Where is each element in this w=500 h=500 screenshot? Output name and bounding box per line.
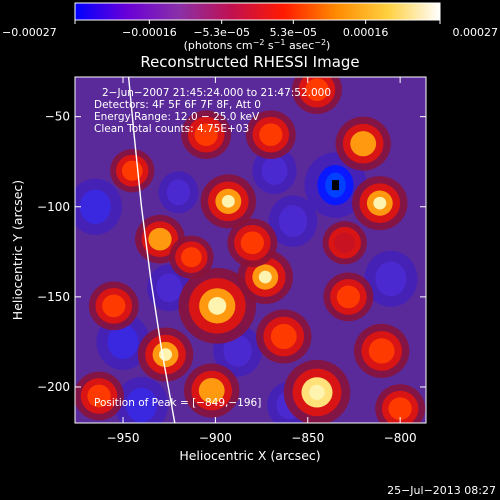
y-tick-label: −150 xyxy=(37,290,70,304)
plot-frame xyxy=(74,76,427,424)
y-tick-label: −200 xyxy=(37,380,70,394)
absorption-core xyxy=(79,189,111,225)
y-axis-label: Heliocentric Y (arcsec) xyxy=(10,180,25,320)
emission-core xyxy=(102,294,126,318)
x-tick-label: −950 xyxy=(107,431,140,445)
emission-core xyxy=(336,285,361,309)
colorbar-tick-label: −0.00016 xyxy=(122,26,177,39)
emission-core xyxy=(259,123,283,147)
emission-core xyxy=(87,384,111,408)
emission-peak xyxy=(208,297,227,315)
x-tick-label: −800 xyxy=(384,431,417,445)
unit-text: s xyxy=(264,39,273,52)
info-line: 2−Jun−2007 21:45:24.000 to 21:47:52.000 xyxy=(102,87,331,99)
absorption-core xyxy=(166,179,191,206)
colorbar-tick-label: −0.00027 xyxy=(2,26,57,39)
colorbar-unit-label: (photons cm−2 s−1 asec−2) xyxy=(184,38,331,53)
emission-core xyxy=(350,131,377,157)
observation-info: 2−Jun−2007 21:45:24.000 to 21:47:52.000D… xyxy=(94,87,331,135)
colorbar-tick-label: 5.3e−05 xyxy=(270,26,317,39)
colorbar-strip xyxy=(74,2,441,21)
absorption-core xyxy=(125,387,158,423)
y-axis: −50 −100 −150 −200 xyxy=(37,110,426,394)
absorption-core xyxy=(375,261,407,297)
emission-core xyxy=(388,397,412,420)
x-axis: −950 −900 −850 −800 xyxy=(107,77,417,445)
colorbar-tick-label: 0.00016 xyxy=(343,26,389,39)
emission-core xyxy=(334,232,356,253)
info-line: Detectors: 4F 5F 6F 7F 8F, Att 0 xyxy=(94,99,261,111)
emission-peak xyxy=(221,195,235,208)
colorbar-tick-label: 0.00027 xyxy=(453,26,499,39)
y-tick-label: −100 xyxy=(37,200,70,214)
colorbar: −0.00027 −0.00016 −5.3e−05 5.3e−05 0.00016 0.… xyxy=(2,2,498,53)
unit-superscript: −2 xyxy=(253,38,265,47)
emission-core xyxy=(198,377,225,404)
unit-text: asec xyxy=(285,39,314,52)
emission-core xyxy=(121,160,143,181)
x-axis-label: Heliocentric X (arcsec) xyxy=(179,448,320,463)
emission-core xyxy=(194,123,218,147)
emission-core xyxy=(148,227,172,251)
absorption-core xyxy=(261,156,288,186)
info-line: Energy Range: 12.0 − 25.0 keV xyxy=(94,111,260,123)
emission-core xyxy=(368,338,395,364)
peak-marker xyxy=(331,180,339,191)
emission-core xyxy=(240,231,264,255)
emission-peak xyxy=(258,270,272,284)
unit-superscript: −1 xyxy=(274,38,286,47)
emission-core xyxy=(181,247,202,268)
absorption-core xyxy=(223,335,252,367)
info-line: Clean Total counts: 4.75E+03 xyxy=(94,123,249,135)
emission-peak xyxy=(373,196,387,210)
x-tick-label: −900 xyxy=(199,431,232,445)
solar-limb-line xyxy=(127,77,176,423)
peak-position-label: Position of Peak = [−849,−196] xyxy=(94,397,261,409)
absorption-core xyxy=(107,324,139,360)
plot-area: 2−Jun−2007 21:45:24.000 to 21:47:52.000D… xyxy=(37,76,427,445)
absorption-core xyxy=(156,273,183,303)
emission-core xyxy=(305,78,329,101)
unit-text: ) xyxy=(326,39,330,52)
absorption-core xyxy=(278,205,308,238)
colorbar-tick-label: −5.3e−05 xyxy=(193,26,250,39)
x-tick-label: −850 xyxy=(291,431,324,445)
date-stamp: 25−Jul−2013 08:27 xyxy=(387,484,496,497)
emission-peak xyxy=(309,384,325,400)
chart-title: Reconstructed RHESSI Image xyxy=(140,53,359,71)
unit-text: (photons cm xyxy=(184,39,253,52)
unit-superscript: −2 xyxy=(314,38,326,47)
colorbar-ticks: −0.00027 −0.00016 −5.3e−05 5.3e−05 0.00016 0.… xyxy=(2,20,498,39)
y-tick-label: −50 xyxy=(45,110,70,124)
emission-core xyxy=(270,323,297,350)
